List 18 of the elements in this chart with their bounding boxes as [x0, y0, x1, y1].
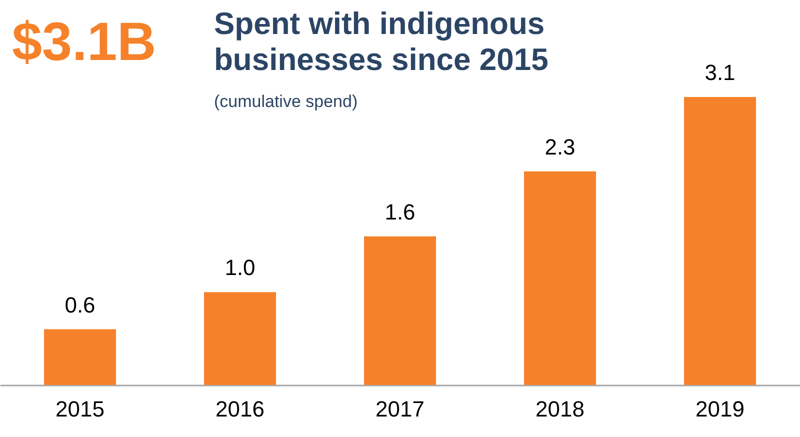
- chart-subtitle: (cumulative spend): [214, 92, 358, 112]
- text: $3.1B: [12, 12, 156, 72]
- x-tick-label: 2015: [56, 396, 104, 422]
- bar: [524, 171, 596, 385]
- data-label: 3.1: [704, 60, 736, 85]
- data-label: 2.3: [544, 134, 576, 160]
- data-label: 0.6: [64, 292, 96, 318]
- x-tick-label: 2017: [376, 396, 424, 422]
- x-tick-label: 2018: [536, 396, 584, 422]
- x-tick-label: 2016: [216, 396, 264, 422]
- chart-title: Spent with indigenous businesses since 2015: [214, 6, 550, 78]
- data-label: 1.6: [384, 199, 416, 224]
- x-tick-label: 2019: [696, 396, 744, 422]
- bar: [364, 236, 436, 385]
- data-label: 1.0: [224, 255, 256, 280]
- bar: [44, 329, 116, 385]
- bar: [204, 292, 276, 385]
- bar: [684, 97, 756, 385]
